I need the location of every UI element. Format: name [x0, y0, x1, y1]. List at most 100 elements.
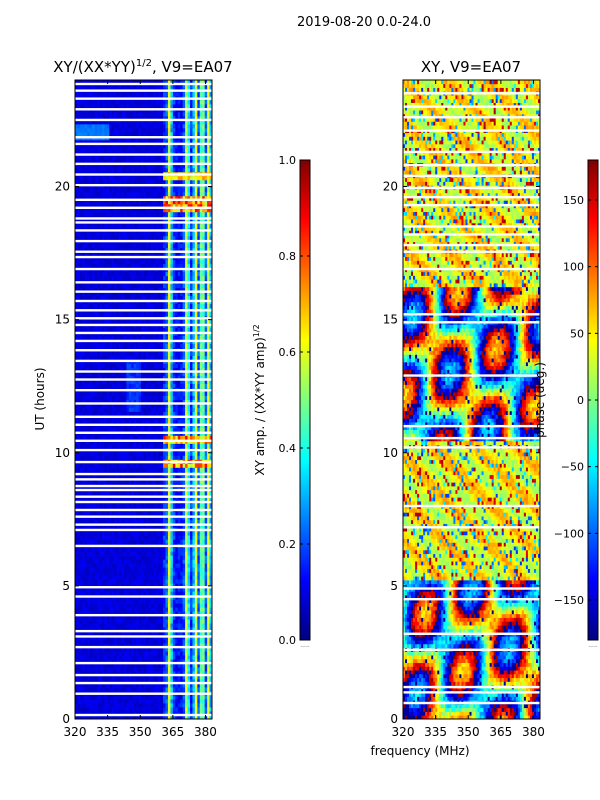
amp-cell: [111, 607, 115, 612]
amp-cell: [185, 455, 188, 460]
amp-cell: [119, 575, 122, 580]
amp-cell: [202, 591, 206, 596]
amp-cell: [204, 591, 208, 596]
amp-cell: [104, 707, 108, 712]
amp-cell: [136, 615, 140, 620]
amp-cell: [194, 651, 198, 656]
amp-cell: [170, 555, 174, 560]
amp-cell: [177, 571, 181, 576]
amp-cell: [141, 587, 144, 592]
amp-cell: [148, 555, 152, 560]
amp-cell: [92, 491, 95, 496]
amp-cell: [94, 383, 98, 388]
amp-cell: [175, 395, 179, 400]
amp-cell: [185, 643, 188, 648]
amp-cell: [131, 623, 135, 628]
amp-cell: [75, 647, 78, 652]
amp-cell: [133, 539, 137, 544]
amp-cell: [163, 699, 166, 704]
amp-cell: [175, 647, 179, 652]
amp-cell: [145, 367, 149, 372]
amp-cell: [145, 711, 149, 716]
amp-cell: [104, 583, 108, 588]
amp-cell: [194, 491, 198, 496]
amp-cell: [182, 435, 186, 440]
amp-cell: [199, 427, 203, 432]
amp-cell: [158, 679, 162, 684]
amp-cell: [99, 531, 103, 536]
amp-cell: [163, 623, 166, 628]
amp-cell: [79, 367, 83, 372]
amp-cell: [180, 451, 184, 456]
amp-cell: [119, 455, 122, 460]
amp-cell: [189, 599, 193, 604]
amp-cell: [189, 671, 193, 676]
amp-cell: [172, 451, 176, 456]
amp-cell: [97, 435, 100, 440]
amp-cell: [94, 367, 98, 372]
amp-cell: [197, 451, 201, 456]
amp-cell: [114, 711, 117, 716]
amp-cell: [106, 607, 110, 612]
amp-cell: [141, 619, 144, 624]
amp-cell: [141, 615, 144, 620]
amp-cell: [114, 539, 117, 544]
amp-cell: [123, 531, 127, 536]
amp-cell: [114, 479, 117, 484]
amp-cell: [111, 479, 115, 484]
amp-cell: [89, 403, 93, 408]
amp-cell: [116, 503, 120, 508]
amp-cell: [119, 411, 122, 416]
amp-cell: [89, 547, 93, 552]
amp-cell: [128, 535, 132, 540]
amp-cell: [204, 427, 208, 432]
amp-cell: [116, 375, 120, 380]
amp-cell: [182, 603, 186, 608]
amp-cell: [99, 563, 103, 568]
amp-cell: [89, 623, 93, 628]
amp-cell: [119, 607, 122, 612]
amp-cell: [170, 563, 174, 568]
amp-cell: [148, 583, 152, 588]
amp-cell: [187, 463, 191, 468]
amp-cell: [185, 403, 188, 408]
amp-cell: [194, 579, 198, 584]
amp-cell: [138, 663, 142, 668]
amp-cell: [94, 407, 98, 412]
amp-cell: [111, 667, 115, 672]
amp-cell: [141, 539, 144, 544]
amp-cell: [177, 683, 181, 688]
amp-cell: [94, 475, 98, 480]
amp-cell: [158, 407, 162, 412]
amp-cell: [121, 655, 125, 660]
amp-cell: [116, 583, 120, 588]
amp-cell: [111, 383, 115, 388]
amp-cell: [160, 655, 164, 660]
amp-cell: [165, 391, 169, 396]
amp-cell: [155, 403, 159, 408]
amp-cell: [99, 615, 103, 620]
amp-cell: [75, 407, 78, 412]
amp-cell: [101, 531, 105, 536]
amp-cell: [141, 391, 144, 396]
amp-cell: [155, 615, 159, 620]
amp-cell: [141, 467, 144, 472]
amp-cell: [187, 455, 191, 460]
amp-cell: [199, 503, 203, 508]
amp-cell: [177, 559, 181, 564]
amp-cell: [180, 591, 184, 596]
amp-cell: [170, 443, 174, 448]
amp-cell: [163, 371, 166, 376]
amp-cell: [128, 663, 132, 668]
amp-cell: [136, 451, 140, 456]
amp-cell: [126, 671, 130, 676]
amp-cell: [197, 563, 201, 568]
amp-cell: [155, 559, 159, 564]
amp-cell: [194, 539, 198, 544]
amp-cell: [77, 559, 81, 564]
amp-cell: [101, 479, 105, 484]
amp-cell: [75, 671, 78, 676]
amp-cell: [104, 551, 108, 556]
amp-cell: [172, 531, 176, 536]
amp-cell: [194, 659, 198, 664]
